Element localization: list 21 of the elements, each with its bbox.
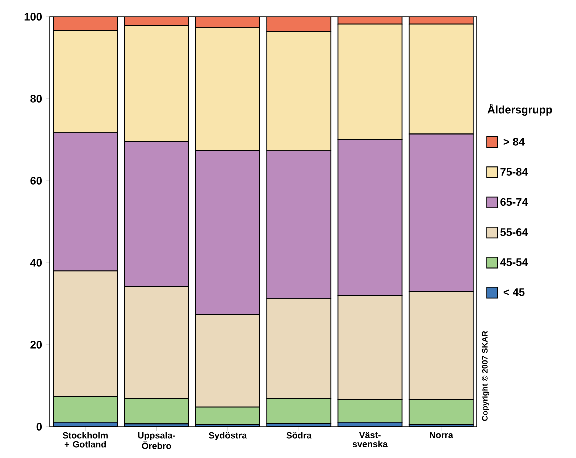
legend-label: 75-84	[500, 168, 528, 176]
legend-title: Åldersgrupp	[488, 104, 552, 116]
bar	[53, 16, 118, 31]
y-tick-label: 40	[30, 259, 42, 267]
legend-label: > 84	[504, 138, 526, 146]
y-tick-label: 20	[30, 341, 42, 349]
x-tick-label: Sydöstra	[209, 432, 248, 441]
legend-label: 55-64	[500, 228, 528, 236]
y-tick-label: 0	[36, 423, 42, 431]
y-tick-label: 100	[24, 13, 42, 21]
bar	[266, 16, 332, 32]
legend-label: 65-74	[500, 198, 528, 206]
x-tick-label: Norra	[430, 432, 454, 438]
x-tick-label: Södra	[286, 432, 312, 439]
x-tick-label: Väst-svenska	[352, 432, 388, 448]
y-tick-label: 60	[30, 177, 42, 185]
x-tick-label: Uppsala-Örebro	[138, 432, 176, 450]
x-tick-label: Stockholm + Gotland	[62, 432, 108, 448]
legend-label: 45-54	[500, 258, 528, 266]
legend-label: < 45	[504, 288, 525, 296]
y-tick-label: 80	[30, 95, 42, 103]
